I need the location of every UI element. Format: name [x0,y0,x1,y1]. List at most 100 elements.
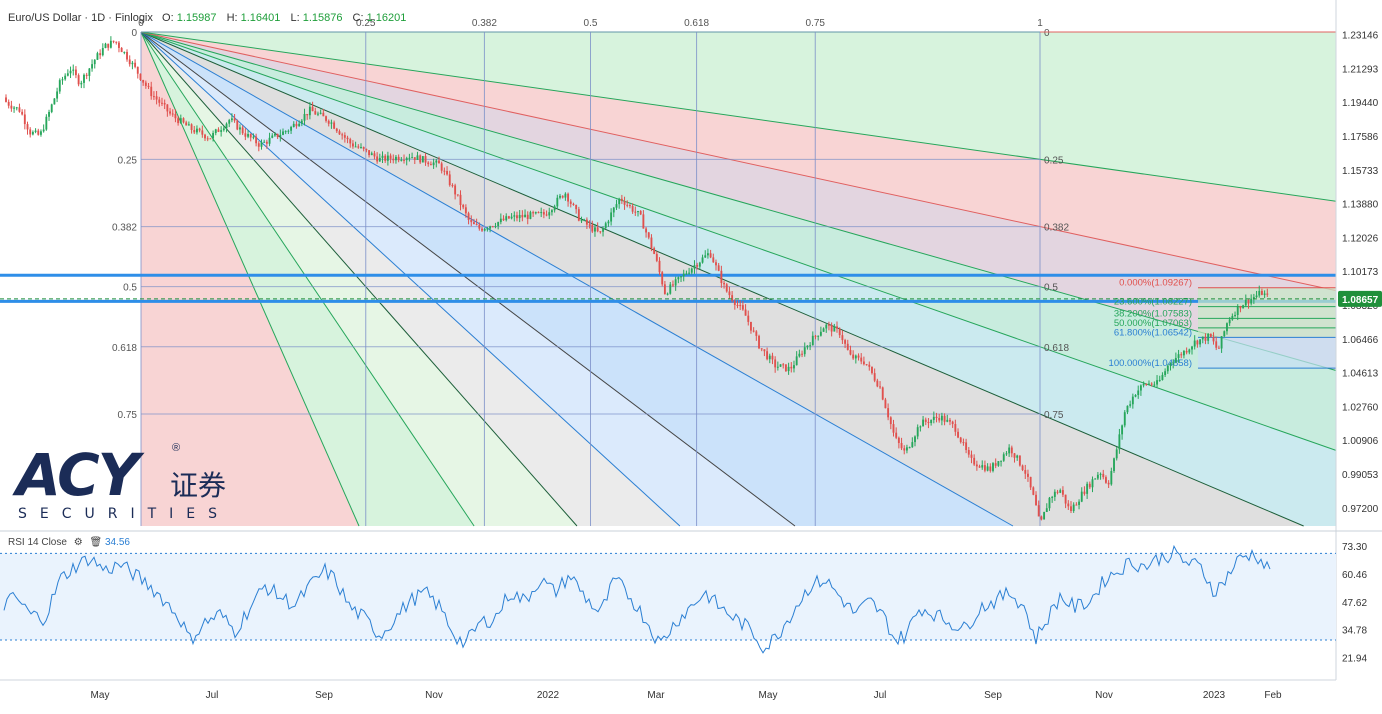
candle [712,253,715,263]
candle [1035,491,1037,506]
candle-body [319,112,322,114]
candle-body [368,150,371,156]
candle-body [1131,396,1134,405]
candle-body [34,130,37,132]
candle-body [1177,354,1180,358]
rsi-label: RSI 14 Close [8,537,67,548]
candle-body [669,284,672,294]
candle-body [427,162,430,165]
candle [873,368,876,383]
candle [435,158,438,168]
trash-icon[interactable]: 🗑 [89,537,103,548]
candle [325,115,327,123]
candle [602,226,604,237]
candle-body [564,193,567,198]
candle [50,103,53,114]
candle-body [376,156,379,162]
candle-body [946,419,949,422]
candle [854,354,857,364]
candle-body [99,53,102,56]
candle [61,76,64,85]
candle [1212,332,1215,345]
candle [747,310,750,326]
candle-body [1040,516,1043,520]
candle-body [731,295,734,301]
candle-body [752,330,755,332]
candle [1164,368,1167,378]
candle [755,330,758,341]
candle-body [1193,340,1196,347]
candle-body [1059,490,1062,493]
candle [793,360,795,373]
candle-body [454,185,457,195]
candle [1067,500,1070,511]
candle-body [779,364,782,367]
fan-mid-label: 0.382 [1044,223,1069,234]
candle-body [841,335,844,341]
candle-body [1000,460,1003,462]
candle-body [516,215,518,219]
candle-body [1018,455,1021,466]
gear-icon[interactable]: ⚙ [73,537,83,548]
fan-ray [140,31,1337,202]
candle-body [542,212,545,215]
candle [986,463,989,472]
candle [959,436,962,444]
candle [1150,382,1153,387]
candle [486,226,489,232]
candle-body [911,442,914,448]
candle-body [1234,314,1236,317]
candle [1088,481,1091,490]
candle-body [1188,349,1191,353]
candle-body [397,156,400,161]
candle-body [1191,346,1193,350]
candle [1029,476,1032,491]
symbol-title: Euro/US Dollar · 1D · Finlogix [8,12,153,24]
candle-body [973,457,976,465]
rsi-band-fill [0,553,1336,640]
candle-body [1226,323,1228,332]
candle-body [559,195,561,198]
candle-body [386,155,389,161]
candle-body [698,262,701,267]
candle-body [1172,362,1175,364]
candle-body [346,137,349,140]
candle [139,73,142,81]
candle-body [854,355,857,359]
candle-body [806,345,809,348]
candle [1223,330,1226,338]
candle-body [965,442,968,451]
candle-body [1137,390,1140,396]
candle-body [271,135,274,138]
candle-body [548,212,551,216]
candle-body [900,443,903,449]
candle [1137,385,1140,399]
candle-body [978,466,981,468]
candle-body [416,155,419,160]
candle-body [104,43,107,49]
candle [919,425,922,432]
candle [295,121,298,129]
candle [58,78,61,94]
candle [206,136,209,142]
candle-body [822,328,825,332]
candle [924,417,927,426]
candle [1134,394,1137,398]
candle [136,66,139,79]
candle [1043,511,1046,520]
fib-band [1198,306,1336,319]
candle [518,210,521,223]
candle [45,114,48,131]
candle [588,220,591,229]
candle [112,40,115,44]
high-value: 1.16401 [240,12,281,24]
candle [276,133,279,140]
candle-body [580,220,583,222]
candle-body [222,128,225,131]
candle-body [510,216,513,219]
candle-body [1075,504,1078,506]
candle [809,342,812,351]
candle [884,397,887,409]
